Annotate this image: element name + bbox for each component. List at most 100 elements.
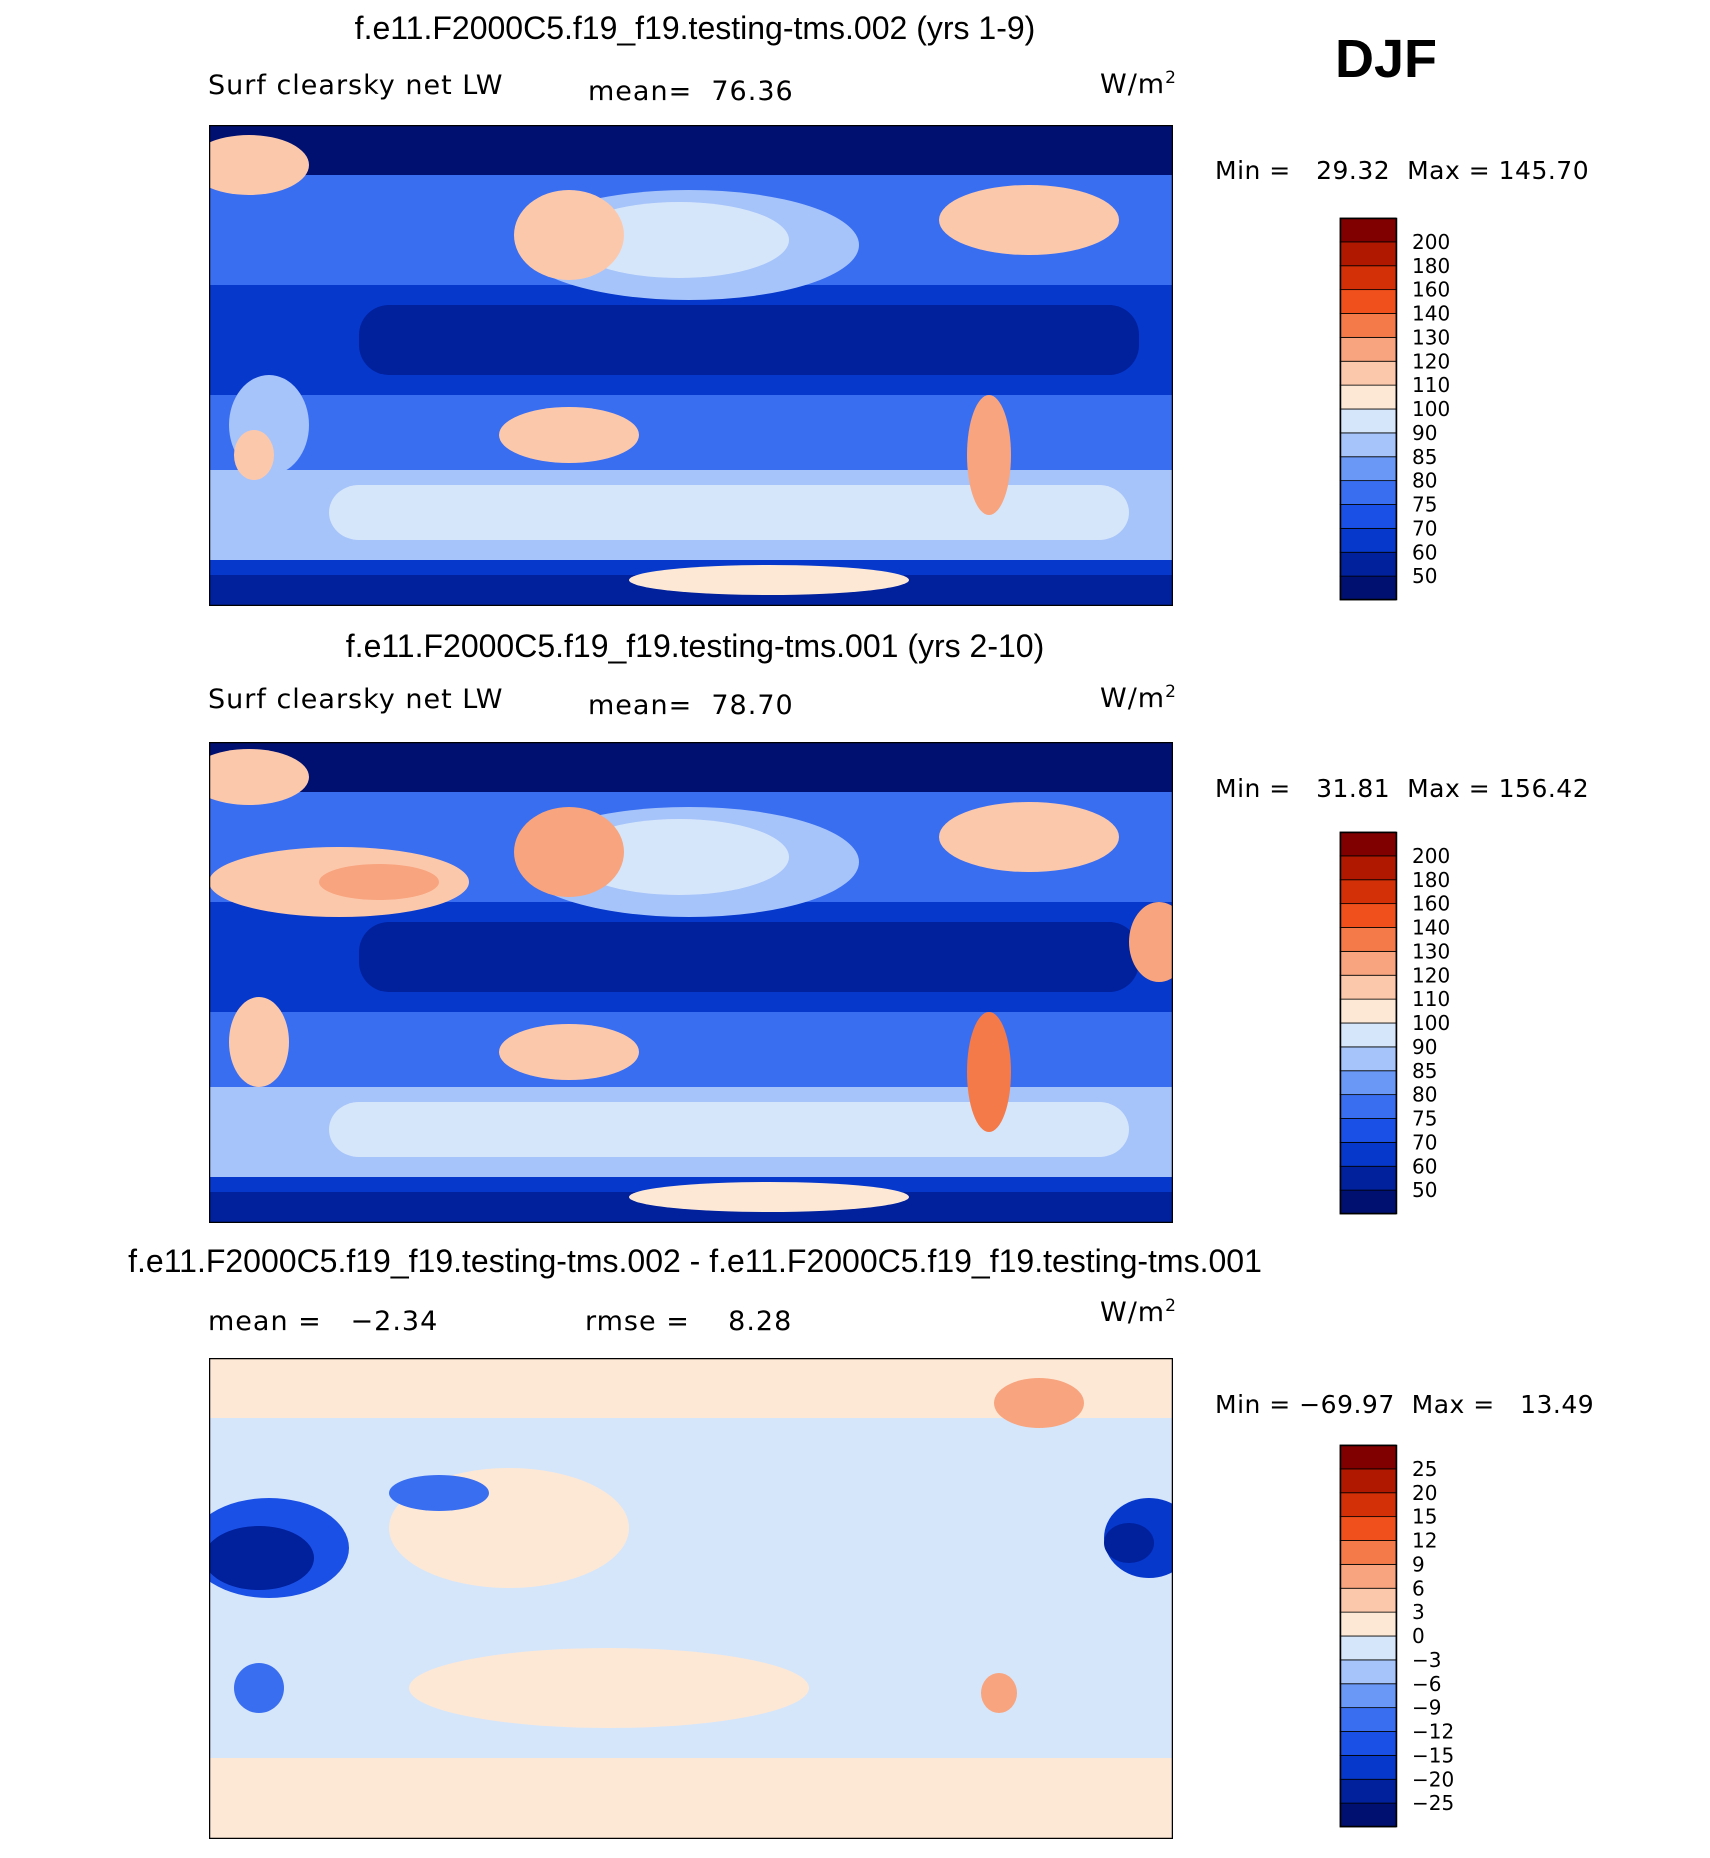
colorbar-2-label-3: 75 [1412, 1107, 1437, 1131]
colorbar-1-label-11: 140 [1412, 302, 1450, 326]
colorbar-2-swatch-1 [1339, 1165, 1397, 1191]
colorbar-1-swatch-5 [1339, 456, 1397, 482]
panel-3-title: f.e11.F2000C5.f19_f19.testing-tms.002 - … [128, 1243, 1262, 1279]
colorbar-2-swatch-2 [1339, 1141, 1397, 1167]
colorbar-2-swatch-10 [1339, 950, 1397, 976]
panel-1-min-value: 29.32 [1316, 156, 1391, 185]
colorbar-1-swatch-14 [1339, 241, 1397, 267]
colorbar-2-swatch-6 [1339, 1046, 1397, 1072]
colorbar-1-label-5: 85 [1412, 445, 1437, 469]
colorbar-3-swatch-4 [1339, 1707, 1397, 1732]
colorbar-3-swatch-13 [1339, 1492, 1397, 1518]
colorbar-3-label-4: −9 [1412, 1696, 1441, 1720]
panel-2-max-value: 156.42 [1498, 774, 1590, 803]
colorbar-3-swatch-0 [1339, 1802, 1397, 1828]
colorbar-3-label-0: −25 [1412, 1791, 1454, 1815]
colorbar-2-swatch-4 [1339, 1094, 1397, 1119]
colorbar-2-label-0: 50 [1412, 1178, 1437, 1202]
panel-1-minmax: Min = 29.32 Max = 145.70 [1215, 156, 1590, 185]
colorbar-1-label-4: 80 [1412, 469, 1437, 493]
panel-3-mean-label: mean = −2.34 [208, 1306, 439, 1337]
colorbar-3-label-7: 0 [1412, 1624, 1425, 1648]
colorbar-3-swatch-7 [1339, 1635, 1397, 1661]
panel-2-mean-value: 78.70 [711, 690, 794, 721]
colorbar-1-label-14: 200 [1412, 230, 1450, 254]
colorbar-3-swatch-11 [1339, 1540, 1397, 1565]
panel-3-rmse-value: 8.28 [728, 1306, 793, 1337]
colorbar-2-label-7: 100 [1412, 1011, 1450, 1035]
colorbar-1-swatch-4 [1339, 480, 1397, 505]
panel-3-rmse-label: rmse = 8.28 [585, 1306, 793, 1337]
colorbar-3-swatch-2 [1339, 1754, 1397, 1780]
panel-2-mean-label: mean= 78.70 [588, 690, 794, 721]
colorbar-3-swatch-1 [1339, 1778, 1397, 1804]
colorbar-3-label-9: 6 [1412, 1576, 1425, 1600]
colorbar-2-label-6: 90 [1412, 1035, 1437, 1059]
colorbar-3-swatch-10 [1339, 1563, 1397, 1589]
panel-3-min-value: −69.97 [1299, 1390, 1395, 1419]
colorbar-3-label-2: −15 [1412, 1743, 1454, 1767]
colorbar-2-swatch-13 [1339, 879, 1397, 905]
panel-1-variable-label: Surf clearsky net LW [208, 70, 504, 101]
colorbar-1-swatch-9 [1339, 360, 1397, 386]
colorbar-1-label-9: 120 [1412, 349, 1450, 373]
panel-2-minmax: Min = 31.81 Max = 156.42 [1215, 774, 1590, 803]
colorbar-1-swatch-15 [1339, 217, 1397, 243]
panel-1-mean-label: mean= 76.36 [588, 76, 794, 107]
colorbar-2-label-9: 120 [1412, 963, 1450, 987]
colorbar-3-label-13: 20 [1412, 1481, 1437, 1505]
colorbar-3-swatch-12 [1339, 1516, 1397, 1541]
panel-2-units: W/m2 [1100, 682, 1177, 714]
colorbar-1-swatch-7 [1339, 408, 1397, 434]
colorbar-1-swatch-12 [1339, 289, 1397, 314]
colorbar-3-swatch-8 [1339, 1611, 1397, 1637]
colorbar-1-swatch-1 [1339, 551, 1397, 577]
colorbar-3-label-14: 25 [1412, 1457, 1437, 1481]
panel-1-title: f.e11.F2000C5.f19_f19.testing-tms.002 (y… [354, 10, 1036, 46]
panel-2-variable-label: Surf clearsky net LW [208, 684, 504, 715]
panel-2-min-value: 31.81 [1316, 774, 1391, 803]
colorbar-2-label-14: 200 [1412, 844, 1450, 868]
colorbar-1-label-0: 50 [1412, 564, 1437, 588]
panel-3-minmax: Min = −69.97 Max = 13.49 [1215, 1390, 1595, 1419]
colorbar-2-label-5: 85 [1412, 1059, 1437, 1083]
colorbar-3-label-12: 15 [1412, 1505, 1437, 1529]
colorbar-2-swatch-12 [1339, 903, 1397, 928]
colorbar-3-swatch-5 [1339, 1683, 1397, 1709]
season-label: DJF [1335, 29, 1438, 89]
colorbar-2-swatch-9 [1339, 974, 1397, 1000]
colorbar-1-swatch-2 [1339, 527, 1397, 553]
colorbar-2-swatch-7 [1339, 1022, 1397, 1048]
colorbar-2-swatch-5 [1339, 1070, 1397, 1096]
colorbar-1-label-8: 110 [1412, 373, 1450, 397]
panel-3-mean-value: −2.34 [350, 1306, 439, 1337]
colorbar-3-label-8: 3 [1412, 1600, 1425, 1624]
colorbar-1-swatch-11 [1339, 313, 1397, 338]
colorbar-2-label-10: 130 [1412, 939, 1450, 963]
colorbar-2-swatch-11 [1339, 927, 1397, 952]
panel-3-units: W/m2 [1100, 1296, 1177, 1328]
panel-2-title: f.e11.F2000C5.f19_f19.testing-tms.001 (y… [345, 628, 1045, 664]
colorbar-3-swatch-14 [1339, 1468, 1397, 1494]
colorbar-2-label-12: 160 [1412, 892, 1450, 916]
panel-1-mean-value: 76.36 [711, 76, 794, 107]
colorbar-1-label-7: 100 [1412, 397, 1450, 421]
colorbar-2-swatch-15 [1339, 831, 1397, 857]
panel-1-map [209, 125, 1173, 606]
colorbar-1-label-13: 180 [1412, 254, 1450, 278]
colorbar-3-swatch-15 [1339, 1444, 1397, 1470]
colorbar-1-label-6: 90 [1412, 421, 1437, 445]
colorbar-2-swatch-0 [1339, 1189, 1397, 1215]
colorbar-1-label-2: 70 [1412, 516, 1437, 540]
colorbar-1-swatch-6 [1339, 432, 1397, 458]
colorbar-1-swatch-0 [1339, 575, 1397, 601]
colorbar-1-swatch-3 [1339, 504, 1397, 529]
colorbar-2-label-2: 70 [1412, 1130, 1437, 1154]
colorbar-2-swatch-14 [1339, 855, 1397, 881]
colorbar-2-label-13: 180 [1412, 868, 1450, 892]
colorbar-3-swatch-6 [1339, 1659, 1397, 1685]
colorbar-2-swatch-3 [1339, 1118, 1397, 1143]
colorbar-1-label-12: 160 [1412, 278, 1450, 302]
